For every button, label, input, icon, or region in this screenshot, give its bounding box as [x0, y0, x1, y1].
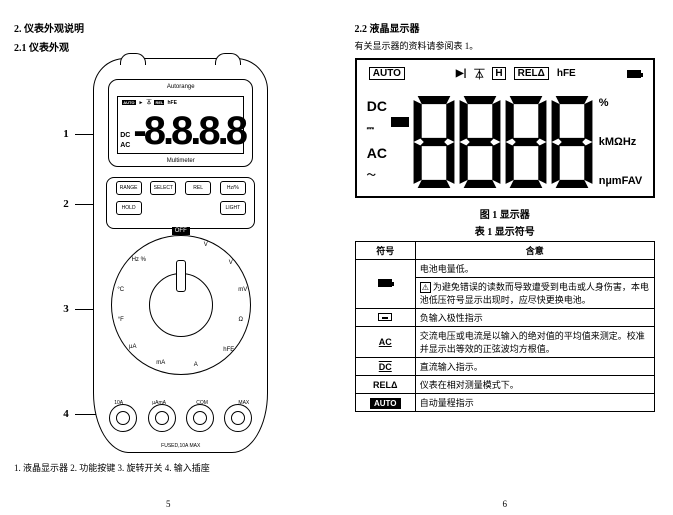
th-symbol: 符号: [355, 242, 415, 260]
callout-1: 1: [63, 128, 69, 140]
table-row: DC 直流输入指示。: [355, 358, 654, 376]
btn-range: RANGE: [116, 181, 142, 195]
lcd-top-label: Autorange: [167, 84, 195, 90]
meter-body: Autorange AUTO ►⏄ REL hFE DC AC -8.8.8.8: [93, 58, 268, 453]
lcd-digits: -8.8.8.8: [133, 111, 245, 151]
btn-light: LIGHT: [220, 201, 246, 215]
lcd-frame: Autorange AUTO ►⏄ REL hFE DC AC -8.8.8.8: [108, 79, 253, 167]
jack-vohm: [224, 404, 252, 432]
btn-hz: Hz/%: [220, 181, 246, 195]
page-left: 2. 仪表外观说明 2.1 仪表外观 1 2 3 4 Autorange: [0, 0, 337, 515]
jack-com: [186, 404, 214, 432]
heading-2: 2. 仪表外观说明: [14, 20, 323, 35]
fused-label: FUSED,10A MAX: [161, 443, 200, 449]
btn-rel: REL: [185, 181, 211, 195]
tab-caption: 表 1 显示符号: [355, 223, 656, 238]
dial-area: OFF V V mV Ω hFE A mA µA °F °C Hz %: [111, 235, 251, 375]
rel-symbol: RELΔ: [373, 380, 397, 390]
ac-symbol: AC: [379, 337, 392, 347]
cont-icon: ⏄: [474, 66, 484, 81]
intro-text: 有关显示器的资料请参阅表 1。: [355, 39, 656, 52]
battery-icon: [627, 70, 641, 78]
jack-10a: [109, 404, 137, 432]
lcd-inner: AUTO ►⏄ REL hFE DC AC -8.8.8.8: [117, 96, 244, 154]
big-lcd: AUTO ▶| ⏄ H RELΔ hFE DC⎓ AC〜: [355, 58, 655, 198]
jack-uama: [148, 404, 176, 432]
fig-caption: 图 1 显示器: [355, 206, 656, 221]
auto-indicator: AUTO: [369, 67, 405, 80]
lcd-bottom-label: Multimeter: [167, 158, 195, 164]
btn-hold: HOLD: [116, 201, 142, 215]
page-num-left: 5: [166, 499, 171, 509]
dial-off: OFF: [172, 227, 190, 235]
table-row: 负输入极性指示: [355, 309, 654, 327]
dc-symbol: DC: [379, 362, 392, 372]
btn-select: SELECT: [150, 181, 176, 195]
symbol-table: 符号 含意 电池电量低。 ⚠为避免错误的读数而导致遭受到电击或人身伤害，本电池低…: [355, 241, 655, 412]
big-digits: [387, 96, 599, 188]
hold-icon: H: [492, 67, 505, 80]
hfe-label: hFE: [557, 68, 576, 79]
auto-symbol: AUTO: [370, 398, 401, 409]
page-num-right: 6: [503, 499, 508, 509]
callout-4: 4: [63, 408, 69, 420]
heading-2-2: 2.2 液晶显示器: [355, 20, 656, 35]
callout-3: 3: [63, 303, 69, 315]
dcac-col: DC⎓ AC〜: [367, 93, 387, 188]
table-row: AC 交流电压或电流是以输入的绝对值的平均值来测定。校准并显示出等效的正弦波均方…: [355, 327, 654, 358]
callout-2: 2: [63, 198, 69, 210]
th-meaning: 含意: [415, 242, 654, 260]
heading-2-1: 2.1 仪表外观: [14, 39, 323, 54]
diode-icon: ▶|: [456, 68, 467, 79]
minus-icon: [378, 313, 392, 321]
rel-indicator: RELΔ: [514, 67, 549, 80]
footnote: 1. 液晶显示器 2. 功能按键 3. 旋转开关 4. 输入插座: [14, 461, 323, 474]
battery-icon: [378, 279, 392, 287]
table-row: AUTO 自动量程指示: [355, 394, 654, 412]
button-area: RANGE SELECT REL Hz/% HOLD LIGHT: [106, 177, 255, 229]
unit-col: % kMΩHz nµmFAV: [599, 96, 643, 188]
meter-illustration: 1 2 3 4 Autorange AUTO ►⏄ REL: [63, 58, 273, 453]
table-row: RELΔ 仪表在相对测量模式下。: [355, 376, 654, 394]
table-row: 电池电量低。: [355, 260, 654, 278]
jack-row: 10A µAmA COM MAX: [104, 398, 257, 438]
page-right: 2.2 液晶显示器 有关显示器的资料请参阅表 1。 AUTO ▶| ⏄ H RE…: [337, 0, 673, 515]
warning-icon: ⚠: [420, 282, 431, 293]
